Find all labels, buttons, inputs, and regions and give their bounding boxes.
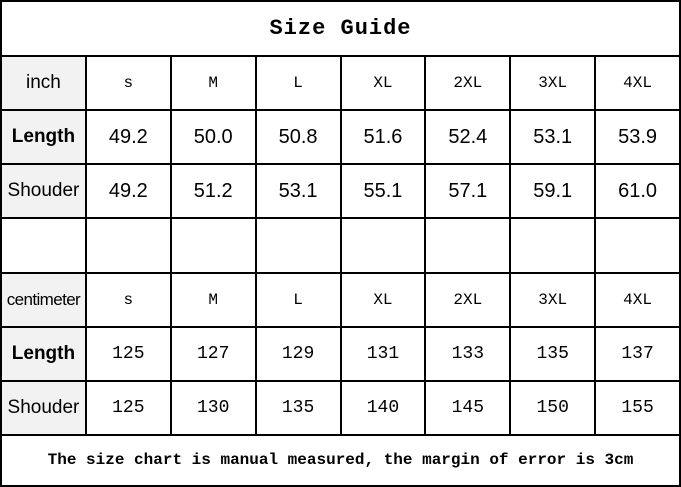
value-cell: 133 [424, 325, 512, 382]
empty-cell [254, 217, 342, 274]
page-title: Size Guide [0, 0, 681, 58]
value-cell: 51.2 [169, 163, 257, 220]
size-header-cell: 2XL [424, 271, 512, 328]
cm-size-header-row: centimeter s M L XL 2XL 3XL 4XL [0, 271, 681, 328]
value-cell: 61.0 [594, 163, 681, 220]
footer-note: The size chart is manual measured, the m… [0, 433, 681, 487]
spacer-row [0, 217, 681, 274]
value-cell: 135 [254, 379, 342, 436]
title-row: Size Guide [0, 0, 681, 58]
value-cell: 137 [594, 325, 681, 382]
size-header-cell: XL [339, 55, 427, 112]
value-cell: 155 [594, 379, 681, 436]
value-cell: 135 [509, 325, 597, 382]
row-label-shoulder: Shouder [0, 379, 87, 436]
row-label-shoulder: Shouder [0, 163, 87, 220]
value-cell: 53.9 [594, 109, 681, 166]
size-header-cell: M [169, 271, 257, 328]
value-cell: 140 [339, 379, 427, 436]
size-header-cell: L [254, 271, 342, 328]
cm-shoulder-row: Shouder 125 130 135 140 145 150 155 [0, 379, 681, 436]
footer-row: The size chart is manual measured, the m… [0, 433, 681, 487]
inch-shoulder-row: Shouder 49.2 51.2 53.1 55.1 57.1 59.1 61… [0, 163, 681, 220]
empty-cell [424, 217, 512, 274]
empty-cell [84, 217, 172, 274]
inch-length-row: Length 49.2 50.0 50.8 51.6 52.4 53.1 53.… [0, 109, 681, 166]
size-header-cell: XL [339, 271, 427, 328]
value-cell: 49.2 [84, 109, 172, 166]
empty-cell [594, 217, 681, 274]
size-header-cell: 3XL [509, 271, 597, 328]
value-cell: 51.6 [339, 109, 427, 166]
empty-cell [169, 217, 257, 274]
empty-cell [509, 217, 597, 274]
row-label-length: Length [0, 109, 87, 166]
size-header-cell: 2XL [424, 55, 512, 112]
value-cell: 52.4 [424, 109, 512, 166]
size-header-cell: 3XL [509, 55, 597, 112]
size-header-cell: s [84, 55, 172, 112]
size-header-cell: L [254, 55, 342, 112]
empty-cell [339, 217, 427, 274]
value-cell: 125 [84, 379, 172, 436]
inch-size-header-row: inch s M L XL 2XL 3XL 4XL [0, 55, 681, 112]
value-cell: 145 [424, 379, 512, 436]
value-cell: 49.2 [84, 163, 172, 220]
value-cell: 127 [169, 325, 257, 382]
size-header-cell: M [169, 55, 257, 112]
size-header-cell: 4XL [594, 271, 681, 328]
value-cell: 59.1 [509, 163, 597, 220]
cm-length-row: Length 125 127 129 131 133 135 137 [0, 325, 681, 382]
value-cell: 131 [339, 325, 427, 382]
value-cell: 130 [169, 379, 257, 436]
value-cell: 50.8 [254, 109, 342, 166]
size-header-cell: s [84, 271, 172, 328]
value-cell: 53.1 [254, 163, 342, 220]
value-cell: 53.1 [509, 109, 597, 166]
value-cell: 50.0 [169, 109, 257, 166]
size-header-cell: 4XL [594, 55, 681, 112]
value-cell: 150 [509, 379, 597, 436]
empty-cell [0, 217, 87, 274]
row-label-length: Length [0, 325, 87, 382]
value-cell: 125 [84, 325, 172, 382]
value-cell: 129 [254, 325, 342, 382]
unit-label-inch: inch [0, 55, 87, 112]
value-cell: 57.1 [424, 163, 512, 220]
unit-label-centimeter: centimeter [0, 271, 87, 328]
value-cell: 55.1 [339, 163, 427, 220]
